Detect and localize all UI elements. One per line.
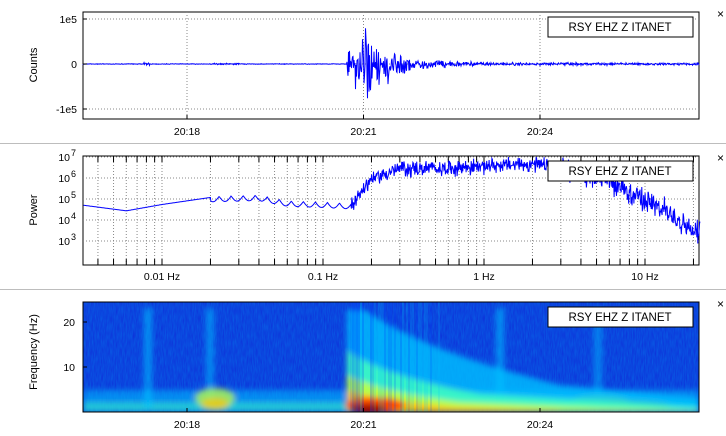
spectrum-ytick-label: 10 (58, 173, 70, 185)
waveform-chart[interactable]: 1e5 0 -1e5 20:18 20:21 20:24 Counts RSY EHZ … (0, 0, 726, 142)
spectrum-xtick-label: 10 Hz (631, 271, 658, 283)
spectrogram-station-box (547, 306, 694, 328)
waveform-ytick-label: 1e5 (59, 14, 77, 26)
spectrogram-station-label: RSY EHZ Z ITANET (568, 312, 671, 324)
spectrum-ytick-exponent: 5 (71, 190, 76, 200)
waveform-xtick-label: 20:21 (350, 126, 376, 138)
waveform-xtick-label: 20:24 (527, 126, 553, 138)
spectrogram-xtick-label: 20:21 (350, 419, 376, 431)
spectrum-ytick-exponent: 7 (71, 148, 76, 158)
spectrum-ylabel: Power (28, 194, 40, 226)
divider-2 (0, 289, 726, 290)
spectrum-ytick-label: 10 (58, 215, 70, 227)
spectrum-ytick-exponent: 4 (71, 211, 76, 221)
spectrogram-image (83, 302, 699, 412)
spectrum-ytick-label: 10 (58, 194, 70, 206)
waveform-close-icon[interactable]: × (717, 7, 724, 21)
spectrogram-ylabel: Frequency (Hz) (28, 314, 40, 390)
spectrogram-xtick-label: 20:24 (527, 419, 553, 431)
spectrum-xtick-label: 0.1 Hz (308, 271, 338, 283)
spectrum-xtick-label: 1 Hz (473, 271, 495, 283)
spectrogram-panel: 20 10 20:18 20:21 20:24 Frequency (Hz) RSY … (0, 290, 726, 436)
divider-1 (0, 143, 726, 144)
spectrum-ytick-label: 10 (58, 152, 70, 164)
spectrogram-close-icon[interactable]: × (717, 297, 724, 311)
waveform-ylabel: Counts (28, 47, 40, 82)
waveform-station-box (547, 16, 694, 38)
spectrum-ytick-exponent: 6 (71, 169, 76, 179)
spectrogram-ytick-label: 10 (63, 362, 75, 374)
waveform-xtick-label: 20:18 (174, 126, 200, 138)
spectrogram-xtick-label: 20:18 (174, 419, 200, 431)
waveform-ytick-label: 0 (71, 59, 77, 71)
spectrogram-plot-area (82, 301, 700, 413)
spectrum-xtick-label: 0.01 Hz (144, 271, 180, 283)
waveform-panel: 1e5 0 -1e5 20:18 20:21 20:24 Counts RSY EHZ … (0, 0, 726, 142)
waveform-ytick-label: -1e5 (56, 104, 77, 116)
spectrum-panel: 10 7 10 6 10 5 10 4 10 3 0.01 Hz 0.1 Hz 1 Hz 10 Hz P… (0, 144, 726, 288)
spectrogram-ytick-label: 20 (63, 317, 75, 329)
waveform-trace (82, 28, 700, 99)
waveform-station-label: RSY EHZ Z ITANET (568, 22, 671, 34)
spectrum-ytick-exponent: 3 (71, 232, 76, 242)
spectrum-close-icon[interactable]: × (717, 151, 724, 165)
spectrum-ytick-label: 10 (58, 236, 70, 248)
spectrum-station-label: RSY EHZ Z ITANET (568, 166, 671, 178)
spectrogram-chart[interactable]: 20 10 20:18 20:21 20:24 Frequency (Hz) RSY … (0, 290, 726, 436)
spectrum-station-box (547, 160, 694, 182)
